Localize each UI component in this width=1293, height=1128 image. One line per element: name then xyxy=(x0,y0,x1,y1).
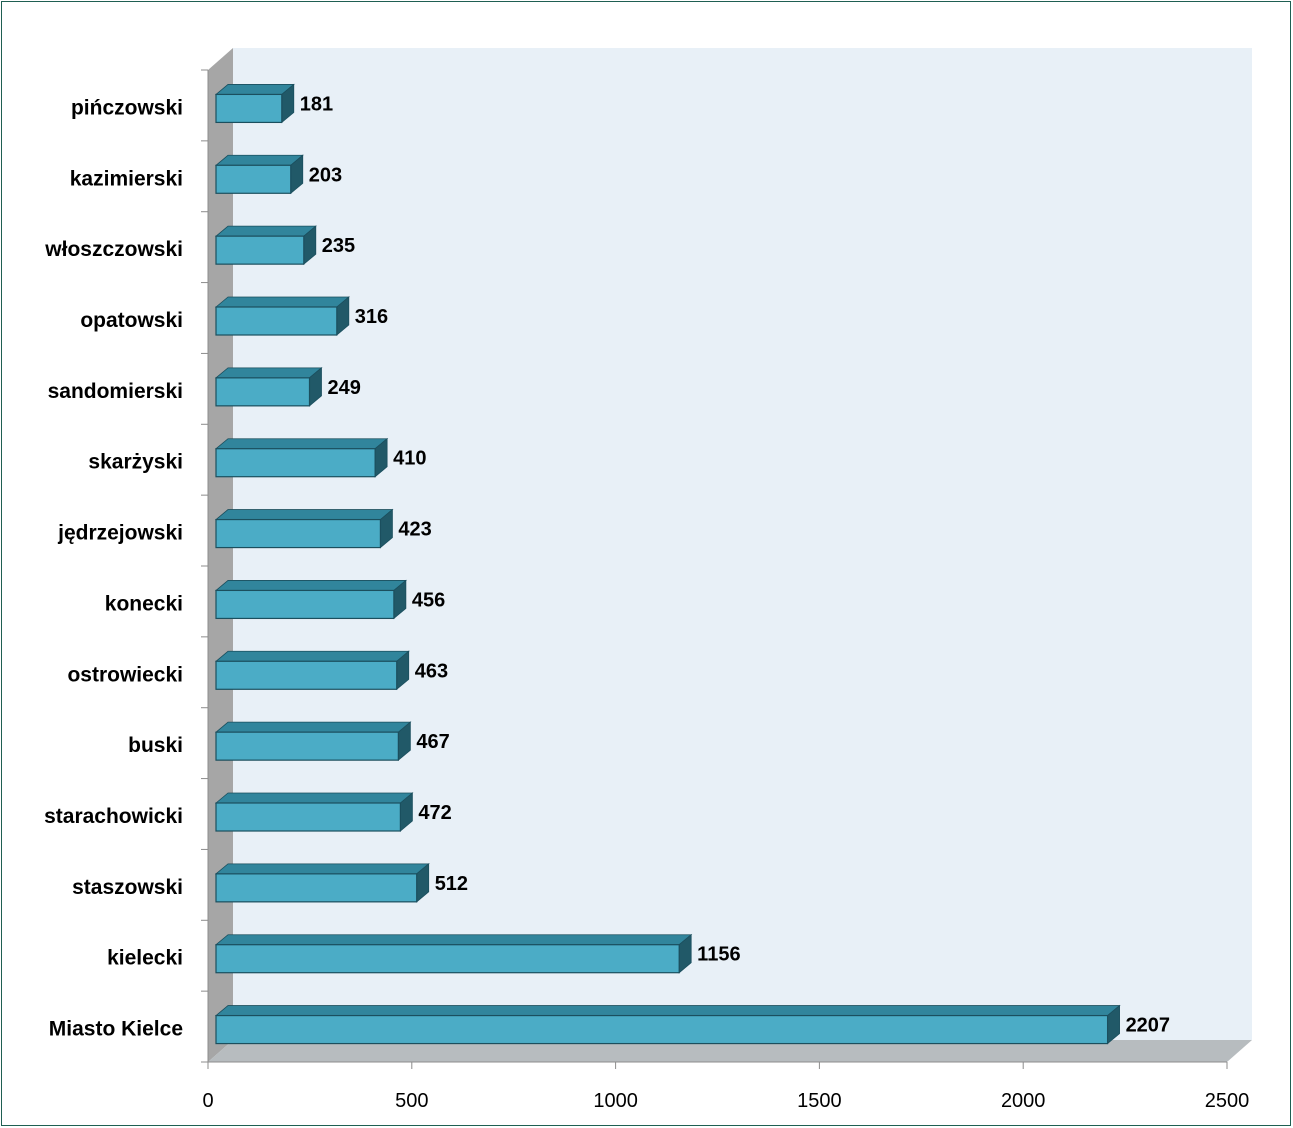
bar-top-face xyxy=(214,863,430,875)
bar xyxy=(215,660,398,690)
x-tick-label: 1500 xyxy=(797,1090,842,1112)
floor xyxy=(208,1040,1252,1062)
bar-top-face xyxy=(214,438,389,450)
bar xyxy=(215,306,338,336)
bar xyxy=(215,944,680,974)
bar-top-face xyxy=(214,934,693,946)
data-label: 463 xyxy=(415,660,448,682)
bar-top-face xyxy=(214,225,317,237)
plot-back-wall xyxy=(233,48,1252,1040)
data-label: 316 xyxy=(355,306,388,328)
category-label: opatowski xyxy=(80,309,183,332)
category-label: Miasto Kielce xyxy=(49,1018,183,1041)
data-label: 235 xyxy=(322,235,355,257)
data-label: 1156 xyxy=(697,944,740,966)
category-label: staszowski xyxy=(72,876,183,899)
bar xyxy=(215,802,401,832)
bar xyxy=(215,589,395,620)
category-label: konecki xyxy=(105,592,183,615)
bar xyxy=(215,235,305,265)
bar xyxy=(215,518,382,549)
bar xyxy=(215,731,399,761)
category-label: ostrowiecki xyxy=(67,663,183,686)
x-tick-label: 2500 xyxy=(1205,1090,1250,1112)
bar xyxy=(215,1014,1109,1045)
category-label: sandomierski xyxy=(48,380,183,403)
x-tick-label: 500 xyxy=(395,1090,428,1112)
data-label: 2207 xyxy=(1126,1015,1171,1037)
category-label: włoszczowski xyxy=(44,238,183,261)
x-tick-label: 2000 xyxy=(1001,1090,1046,1112)
data-label: 410 xyxy=(393,448,426,470)
data-label: 181 xyxy=(300,93,333,115)
bar xyxy=(215,164,292,194)
data-label: 472 xyxy=(418,802,451,824)
x-tick-label: 0 xyxy=(202,1090,213,1112)
bar-top-face xyxy=(214,721,412,733)
data-label: 249 xyxy=(327,377,360,399)
data-label: 456 xyxy=(412,589,445,611)
bar xyxy=(215,93,283,124)
data-label: 203 xyxy=(309,164,342,186)
bar-top-face xyxy=(214,509,394,520)
bar-top-face xyxy=(214,84,295,95)
bar xyxy=(215,377,311,407)
bar-top-face xyxy=(214,296,350,308)
category-label: starachowicki xyxy=(44,805,183,828)
bar-top-face xyxy=(214,367,323,379)
bar-top-face xyxy=(214,650,410,662)
bar-top-face xyxy=(214,580,407,591)
bar xyxy=(215,873,418,903)
category-label: pińczowski xyxy=(71,96,183,119)
category-label: buski xyxy=(128,734,183,757)
data-label: 467 xyxy=(416,731,449,753)
data-label: 512 xyxy=(435,873,468,895)
bar xyxy=(215,448,376,478)
left-side-wall xyxy=(208,48,233,1062)
category-label: skarżyski xyxy=(88,451,183,474)
category-label: jędrzejowski xyxy=(57,522,183,545)
bar-top-face xyxy=(214,792,414,804)
bar-top-face xyxy=(214,1005,1121,1016)
bar-top-face xyxy=(214,154,304,166)
category-label: kielecki xyxy=(107,947,183,970)
category-label: kazimierski xyxy=(70,167,183,190)
x-tick-label: 1000 xyxy=(593,1090,638,1112)
data-label: 423 xyxy=(398,519,431,541)
